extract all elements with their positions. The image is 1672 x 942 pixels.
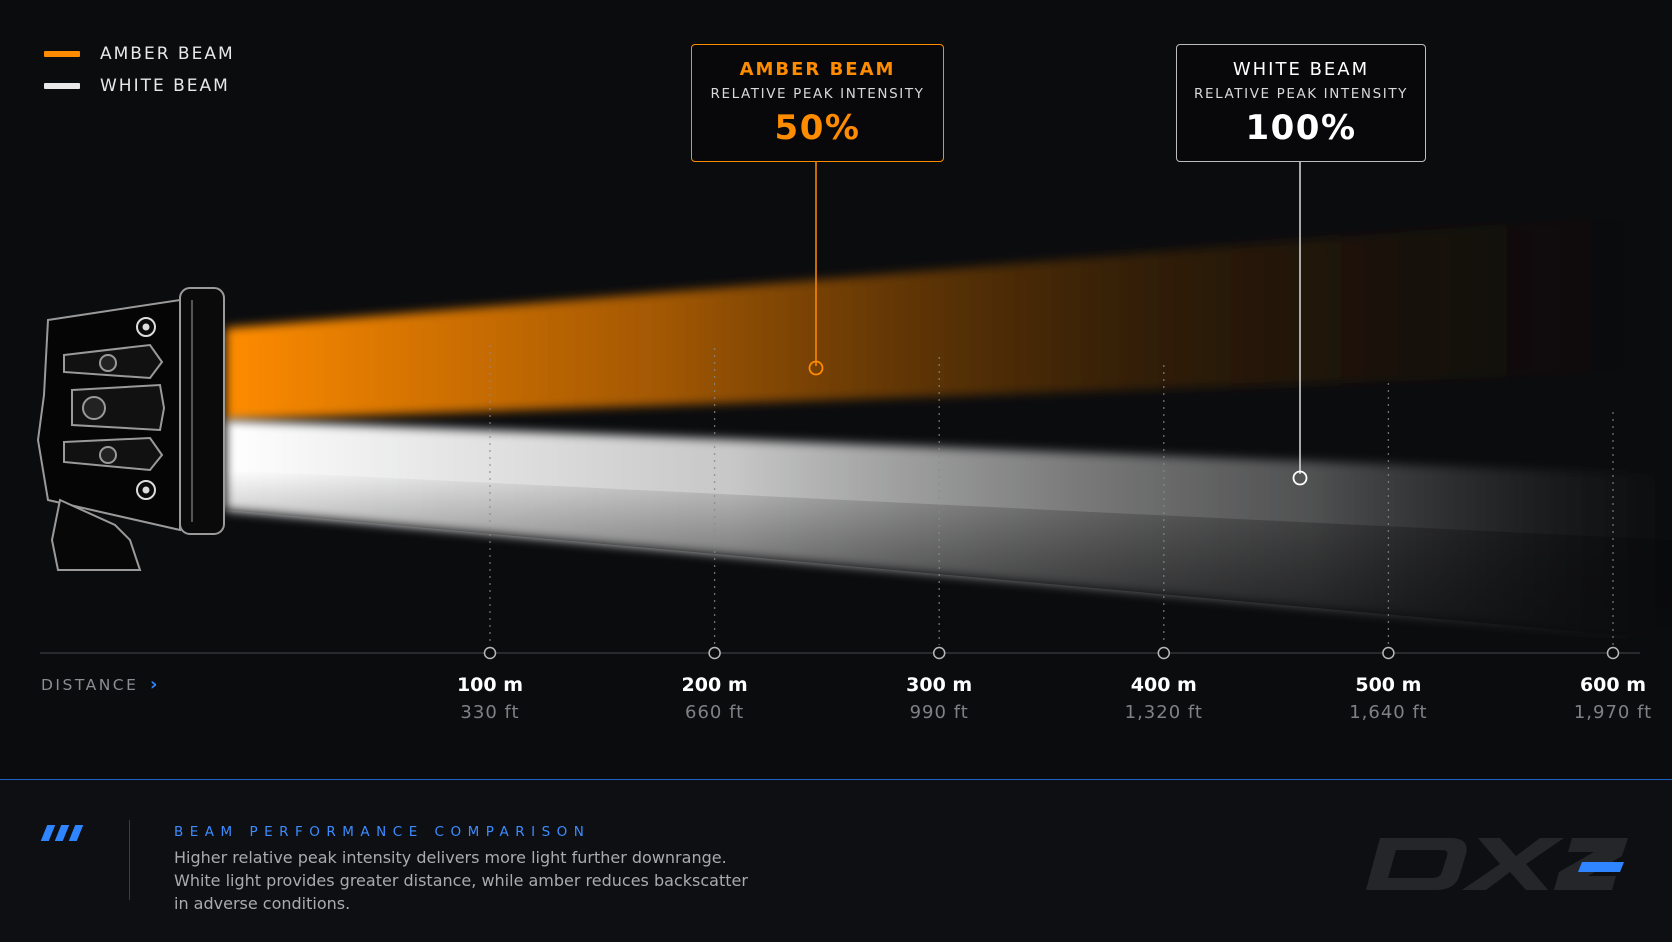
distance-tick-marker xyxy=(1382,646,1395,660)
white-callout-point xyxy=(1292,470,1308,486)
white-callout-subtitle: RELATIVE PEAK INTENSITY xyxy=(1193,86,1409,102)
tick-label-feet: 330 ft xyxy=(460,702,520,723)
distance-tick-marker xyxy=(708,646,721,660)
tick-label-feet: 1,320 ft xyxy=(1124,702,1203,723)
tick-label-meters: 500 m xyxy=(1355,674,1422,696)
slash-icon xyxy=(40,825,56,841)
legend-label-amber: AMBER BEAM xyxy=(100,44,235,64)
distance-tick-marker xyxy=(1157,646,1171,660)
footer-divider xyxy=(129,820,130,900)
tick-label-feet: 1,640 ft xyxy=(1349,702,1428,723)
slash-icon xyxy=(68,825,84,841)
footer-panel: BEAM PERFORMANCE COMPARISON Higher relat… xyxy=(0,779,1672,942)
amber-callout-subtitle: RELATIVE PEAK INTENSITY xyxy=(710,86,925,102)
tick-label-meters: 200 m xyxy=(681,674,748,696)
beam-chart xyxy=(36,162,1672,660)
legend-item-amber: AMBER BEAM xyxy=(44,44,235,64)
tick-label-feet: 990 ft xyxy=(909,702,969,723)
footer-text-line: Higher relative peak intensity delivers … xyxy=(174,848,727,867)
amber-callout-title: AMBER BEAM xyxy=(739,59,896,80)
light-fixture xyxy=(36,287,225,571)
footer-text-line: in adverse conditions. xyxy=(174,894,351,913)
tick-label-meters: 600 m xyxy=(1579,674,1647,696)
dx2-brand-logo xyxy=(1366,838,1628,890)
tick-label-meters: 300 m xyxy=(906,674,973,696)
tick-label-feet: 1,970 ft xyxy=(1573,702,1653,723)
amber-callout-value: 50% xyxy=(774,108,861,148)
tick-label-feet: 660 ft xyxy=(685,702,745,723)
tick-label-meters: 400 m xyxy=(1130,674,1197,696)
distance-tick-marker xyxy=(1606,646,1620,660)
legend-swatch-amber xyxy=(44,51,80,57)
legend-swatch-white xyxy=(44,83,80,89)
distance-tick-marker xyxy=(932,646,946,660)
amber-beam xyxy=(226,210,1672,420)
white-callout-title: WHITE BEAM xyxy=(1232,59,1370,80)
distance-tick-marker xyxy=(483,646,497,660)
footer-text-line: White light provides greater distance, w… xyxy=(174,871,748,890)
amber-callout: AMBER BEAM RELATIVE PEAK INTENSITY 50% xyxy=(691,44,944,162)
tick-label-meters: 100 m xyxy=(456,674,524,696)
legend-item-white: WHITE BEAM xyxy=(44,76,230,96)
white-callout: WHITE BEAM RELATIVE PEAK INTENSITY 100% xyxy=(1176,44,1426,162)
amber-callout-point xyxy=(808,360,824,376)
white-beam-lower-fade xyxy=(226,470,1672,640)
slash-icon xyxy=(54,825,70,841)
distance-axis-label: DISTANCE xyxy=(41,676,139,694)
footer-title: BEAM PERFORMANCE COMPARISON xyxy=(174,824,591,840)
white-callout-value: 100% xyxy=(1245,108,1357,148)
chevron-right-icon: › xyxy=(150,674,158,695)
legend-label-white: WHITE BEAM xyxy=(100,76,230,96)
